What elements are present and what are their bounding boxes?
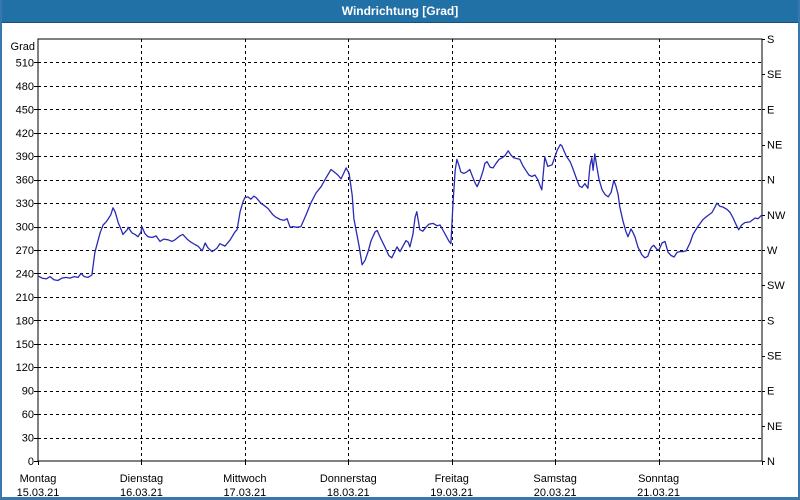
- day-date-label: 15.03.21: [17, 487, 60, 499]
- y-left-tick-label: 180: [16, 315, 34, 327]
- y-left-tick-label: 360: [16, 175, 34, 187]
- y-left-tick-label: 480: [16, 81, 34, 93]
- y-right-compass-label: N: [767, 175, 775, 187]
- day-name-label: Mittwoch: [223, 473, 266, 485]
- y-right-compass-label: SE: [767, 351, 782, 363]
- day-date-label: 19.03.21: [430, 487, 473, 499]
- y-left-tick-label: 0: [28, 456, 34, 468]
- day-date-label: 18.03.21: [327, 487, 370, 499]
- y-left-tick-label: 450: [16, 104, 34, 116]
- y-right-compass-label: N: [767, 456, 775, 468]
- y-left-tick-label: 390: [16, 151, 34, 163]
- y-left-tick-label: 510: [16, 57, 34, 69]
- y-right-compass-label: SW: [767, 280, 785, 292]
- y-right-compass-label: NE: [767, 140, 782, 152]
- day-name-label: Montag: [20, 473, 57, 485]
- y-left-tick-label: 300: [16, 222, 34, 234]
- y-left-tick-label: 330: [16, 198, 34, 210]
- y-right-compass-label: E: [767, 104, 774, 116]
- y-left-tick-label: 90: [22, 386, 34, 398]
- day-name-label: Sonntag: [638, 473, 679, 485]
- y-right-compass-label: SE: [767, 69, 782, 81]
- day-date-label: 17.03.21: [223, 487, 266, 499]
- day-name-label: Samstag: [533, 473, 576, 485]
- y-left-tick-label: 30: [22, 433, 34, 445]
- y-right-compass-label: E: [767, 386, 774, 398]
- y-right-compass-label: S: [767, 34, 774, 46]
- y-left-axis-label: Grad: [11, 41, 35, 53]
- y-right-compass-label: W: [767, 245, 778, 257]
- y-left-tick-label: 240: [16, 268, 34, 280]
- day-date-label: 21.03.21: [637, 487, 680, 499]
- y-right-compass-label: NE: [767, 421, 782, 433]
- day-name-label: Donnerstag: [320, 473, 377, 485]
- window-title-bar: Windrichtung [Grad]: [2, 0, 798, 23]
- day-date-label: 16.03.21: [120, 487, 163, 499]
- wind-direction-line: [37, 143, 763, 282]
- y-left-tick-label: 420: [16, 128, 34, 140]
- y-left-tick-label: 270: [16, 245, 34, 257]
- y-left-tick-label: 120: [16, 362, 34, 374]
- y-right-compass-label: S: [767, 315, 774, 327]
- day-name-label: Freitag: [435, 473, 469, 485]
- y-left-tick-label: 150: [16, 339, 34, 351]
- day-date-label: 20.03.21: [534, 487, 577, 499]
- y-right-compass-label: NW: [767, 210, 786, 222]
- day-name-label: Dienstag: [120, 473, 163, 485]
- chart-title: Windrichtung [Grad]: [341, 4, 459, 18]
- y-left-tick-label: 60: [22, 409, 34, 421]
- y-left-tick-label: 210: [16, 292, 34, 304]
